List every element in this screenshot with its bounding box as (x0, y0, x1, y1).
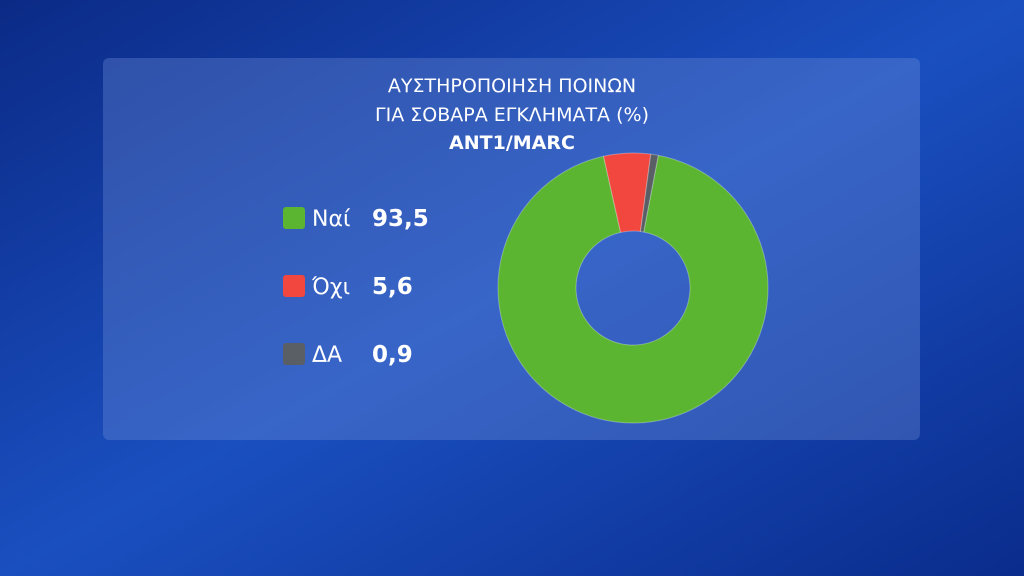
legend-label: Ναί (312, 207, 351, 232)
value-label: 5,6 (372, 274, 413, 300)
value-label: 93,5 (372, 206, 429, 232)
donut-slice (639, 153, 659, 233)
title-group: ΑΥΣΤΗΡΟΠΟΙΗΣΗ ΠΟΙΝΩΝ ΓΙΑ ΣΟΒΑΡΑ ΕΓΚΛΗΜΑΤ… (375, 75, 649, 154)
legend-label: ΔΑ (312, 343, 342, 368)
legend-label: Όχι (311, 275, 350, 300)
legend-swatch (283, 275, 305, 297)
legend-swatch (283, 207, 305, 229)
value-label: 0,9 (372, 342, 413, 368)
donut-slice (602, 152, 652, 233)
legend-swatch (283, 343, 305, 365)
donut-slice (497, 154, 769, 424)
chart-title: ΓΙΑ ΣΟΒΑΡΑ ΕΓΚΛΗΜΑΤΑ (%) (375, 104, 649, 126)
chart-title: ΑΥΣΤΗΡΟΠΟΙΗΣΗ ΠΟΙΝΩΝ (388, 75, 636, 97)
chart-subtitle: ANT1/MARC (449, 132, 575, 154)
